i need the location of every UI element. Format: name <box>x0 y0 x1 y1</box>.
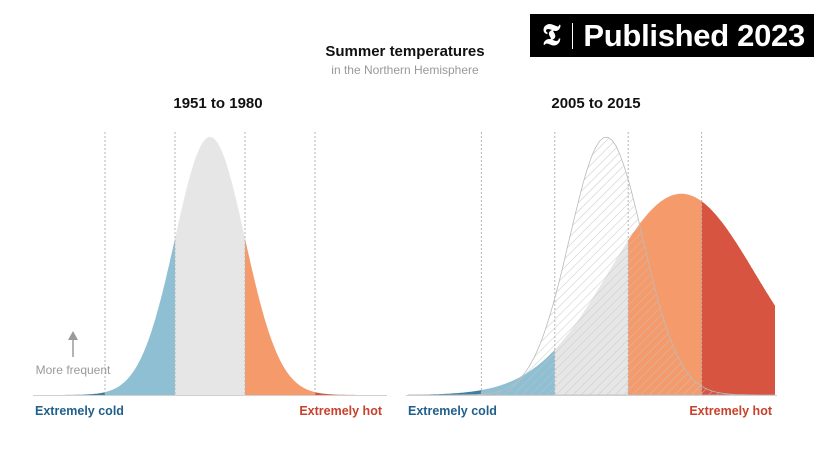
chart-subtitle: in the Northern Hemisphere <box>331 63 479 77</box>
panels: 1951 to 1980 Extremely cold Extremely hot M… <box>33 95 777 418</box>
baseline-reference-distribution <box>408 136 775 396</box>
badge-divider <box>572 22 574 49</box>
y-axis-label: More frequent <box>36 363 111 377</box>
panel-title: 2005 to 2015 <box>551 95 640 112</box>
extremely-hot-label: Extremely hot <box>299 404 383 418</box>
extremely-hot-label: Extremely hot <box>689 404 773 418</box>
panel-1: 1951 to 1980 Extremely cold Extremely hot M… <box>33 95 387 418</box>
band-hot <box>245 238 315 395</box>
extremely-cold-label: Extremely cold <box>35 404 124 418</box>
panel-title: 1951 to 1980 <box>173 95 262 112</box>
published-badge: 𝕿 Published 2023 <box>530 14 814 57</box>
arrow-up-icon <box>68 331 78 340</box>
band-extremely-hot <box>315 392 385 395</box>
band-cold <box>105 238 175 395</box>
band-normal <box>175 137 245 395</box>
nyt-logo: 𝕿 <box>542 17 561 53</box>
band-extremely-cold <box>35 392 105 395</box>
extremely-cold-label: Extremely cold <box>408 404 497 418</box>
band-extremely-cold <box>408 390 482 395</box>
chart-title: Summer temperatures <box>325 43 484 60</box>
panel-2: 2005 to 2015 Extremely cold Extremely hot <box>406 95 777 418</box>
published-label: Published 2023 <box>583 17 805 53</box>
band-extremely-hot <box>701 201 775 395</box>
